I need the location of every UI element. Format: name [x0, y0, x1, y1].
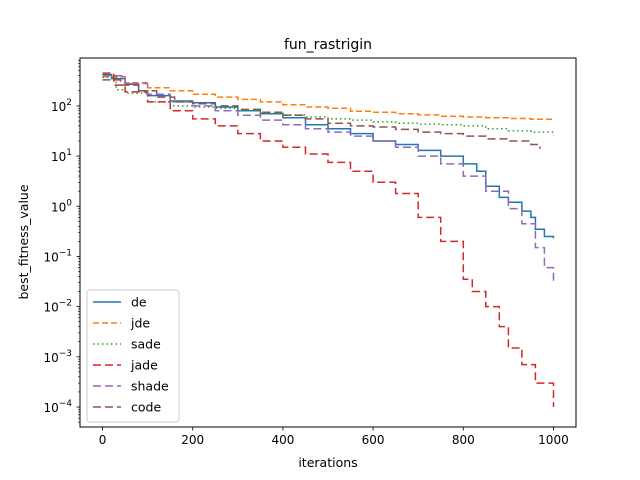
x-tick-label: 1000	[538, 433, 569, 447]
plot-frame	[79, 57, 577, 428]
legend-label-sade: sade	[131, 337, 161, 352]
series-line-shade	[102, 74, 555, 282]
y-tick-label: 10−4	[43, 399, 72, 415]
y-tick-label: 10−3	[43, 349, 72, 365]
y-tick-label: 10−2	[43, 299, 72, 315]
legend-label-shade: shade	[131, 379, 169, 394]
y-tick-label: 101	[51, 148, 72, 164]
legend-label-jade: jade	[130, 358, 158, 373]
legend-label-code: code	[131, 400, 161, 415]
chart-title: fun_rastrigin	[284, 37, 372, 53]
x-axis-title: iterations	[298, 455, 357, 470]
y-tick-label: 102	[51, 98, 72, 114]
series-layer	[102, 72, 555, 407]
legend-frame	[86, 289, 180, 423]
x-tick-label: 200	[181, 433, 204, 447]
x-tick-label: 400	[271, 433, 294, 447]
x-axis: 0 200 400 600 800 1000	[99, 427, 569, 447]
series-line-jde	[102, 76, 555, 121]
y-axis: 10−4 10−3 10−2 10−1 100 101 102	[43, 60, 80, 423]
y-axis-title: best_fitness_value	[16, 184, 31, 299]
y-tick-label: 10−1	[43, 248, 72, 264]
legend-label-jde: jde	[130, 316, 150, 331]
y-tick-label: 100	[51, 198, 72, 214]
series-line-jade	[102, 72, 555, 407]
series-line-code	[102, 79, 541, 149]
x-tick-label: 800	[452, 433, 475, 447]
legend-label-de: de	[131, 295, 147, 310]
legend: de jde sade jade shade code	[86, 289, 180, 423]
x-tick-label: 0	[99, 433, 107, 447]
x-tick-label: 600	[362, 433, 385, 447]
